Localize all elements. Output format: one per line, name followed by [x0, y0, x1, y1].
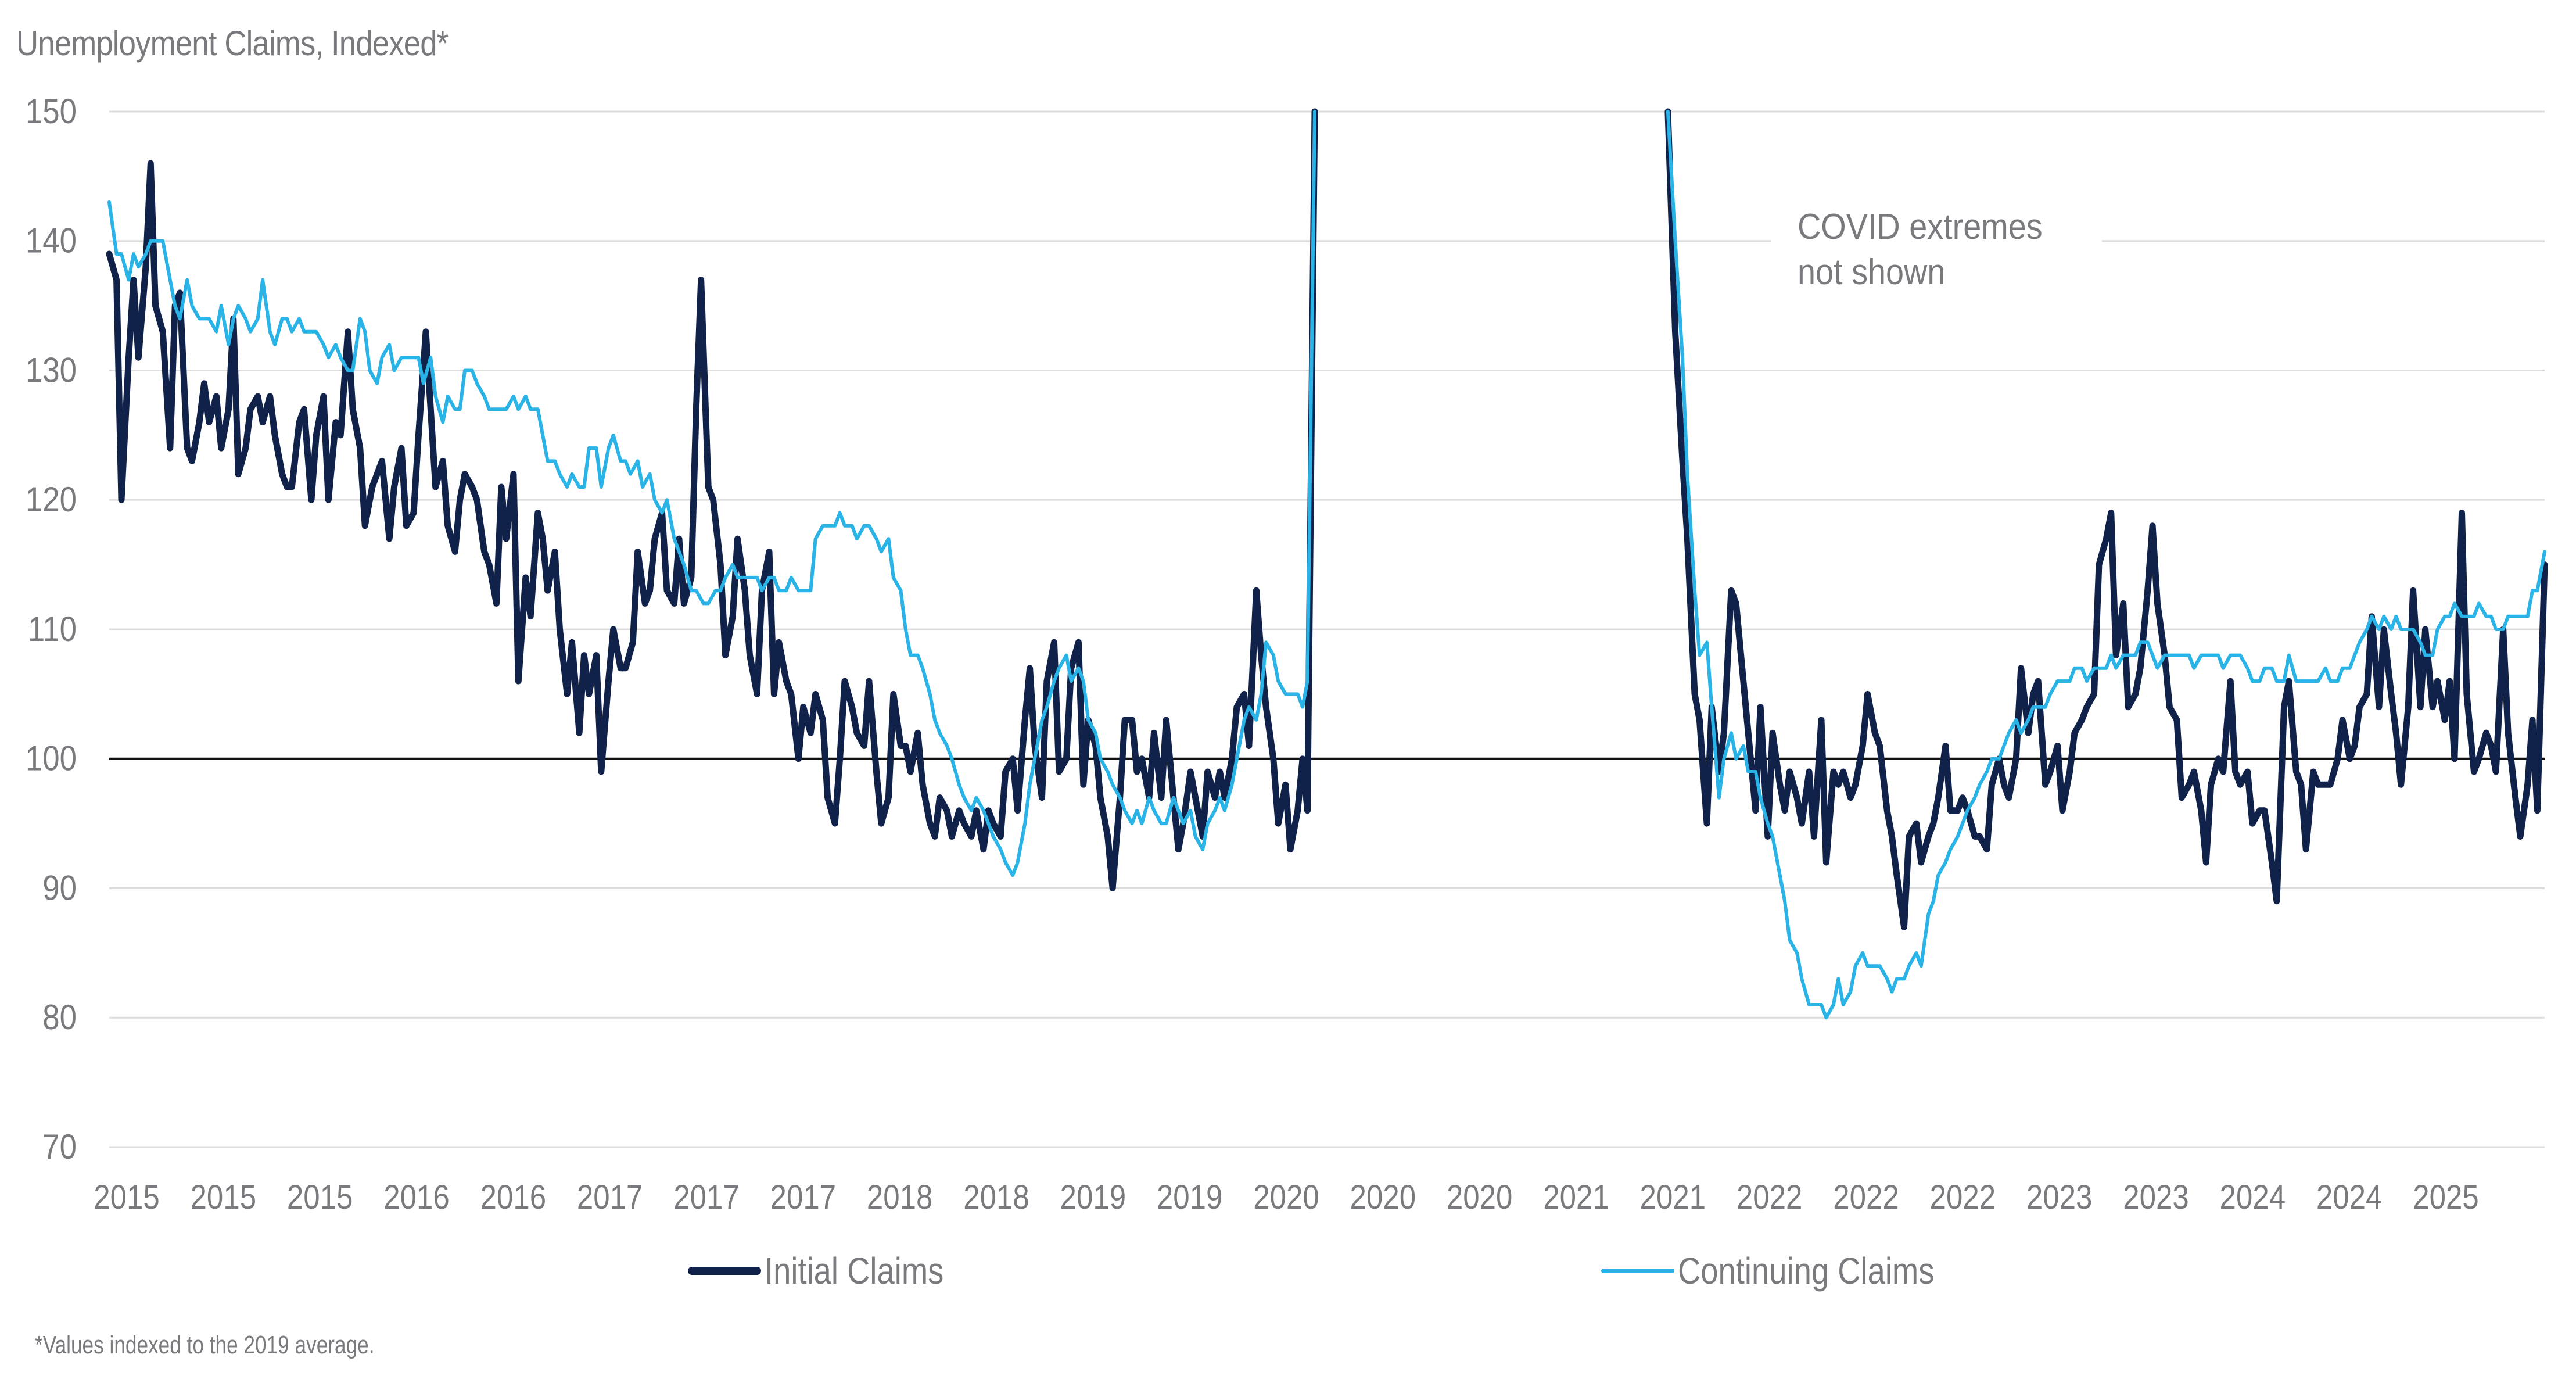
x-tick-label: 2024	[2220, 1178, 2286, 1216]
x-tick-label: 2022	[1737, 1178, 1803, 1216]
x-tick-label: 2025	[2413, 1178, 2479, 1216]
x-tick-labels: 2015 2015 2015 2016 2016 2017 2017 2017 2018 2018…	[94, 1178, 2479, 1216]
x-tick-label: 2020	[1350, 1178, 1416, 1216]
x-tick-label: 2020	[1253, 1178, 1319, 1216]
series-line-initial-claims	[106, 108, 1318, 891]
annotation-line-2: not shown	[1798, 252, 1946, 292]
x-tick-label: 2020	[1447, 1178, 1513, 1216]
legend-label-initial-claims: Initial Claims	[765, 1250, 944, 1292]
legend-swatch-initial-claims	[688, 1267, 761, 1275]
covid-annotation: COVID extremes not shown	[1798, 205, 2074, 295]
x-tick-label: 2024	[2316, 1178, 2383, 1216]
x-tick-label: 2016	[383, 1178, 450, 1216]
gridlines	[109, 110, 2545, 1148]
x-tick-label: 2015	[94, 1178, 160, 1216]
y-tick-label: 110	[28, 610, 77, 649]
x-tick-label: 2023	[2026, 1178, 2093, 1216]
x-tick-label: 2018	[963, 1178, 1029, 1216]
annotation-line-1: COVID extremes	[1798, 207, 2043, 247]
chart-title: Unemployment Claims, Indexed*	[16, 24, 449, 63]
x-tick-label: 2022	[1930, 1178, 1996, 1216]
x-tick-label: 2022	[1833, 1178, 1899, 1216]
x-tick-label: 2017	[673, 1178, 740, 1216]
x-tick-label: 2021	[1640, 1178, 1706, 1216]
x-tick-label: 2018	[867, 1178, 933, 1216]
series-lines	[106, 108, 2548, 1020]
legend-swatch-continuing-claims	[1601, 1269, 1674, 1273]
x-tick-label: 2023	[2123, 1178, 2189, 1216]
y-tick-label: 130	[26, 350, 77, 389]
x-tick-label: 2015	[287, 1178, 353, 1216]
x-tick-label: 2015	[191, 1178, 257, 1216]
y-tick-label: 80	[42, 998, 77, 1037]
series-line-continuing-claims	[1666, 110, 2546, 1020]
x-tick-label: 2016	[480, 1178, 547, 1216]
footnote: *Values indexed to the 2019 average.	[35, 1331, 375, 1359]
legend-item-continuing-claims: Continuing Claims	[1601, 1249, 1979, 1292]
y-tick-label: 100	[26, 739, 77, 778]
x-tick-label: 2017	[577, 1178, 643, 1216]
series-line-initial-claims	[1664, 108, 2548, 930]
legend-item-initial-claims: Initial Claims	[688, 1249, 975, 1292]
y-tick-labels: 70 80 90 100 110 120 130 140 150	[26, 92, 77, 1166]
x-tick-label: 2017	[770, 1178, 837, 1216]
y-tick-label: 150	[26, 92, 77, 131]
y-tick-label: 120	[26, 480, 77, 519]
y-tick-label: 90	[42, 868, 77, 907]
x-tick-label: 2021	[1543, 1178, 1609, 1216]
legend-label-continuing-claims: Continuing Claims	[1678, 1250, 1935, 1292]
x-tick-label: 2019	[1157, 1178, 1223, 1216]
y-tick-label: 140	[26, 221, 77, 260]
series-line-continuing-claims	[107, 110, 1316, 877]
y-tick-label: 70	[42, 1127, 77, 1166]
x-tick-label: 2019	[1060, 1178, 1126, 1216]
